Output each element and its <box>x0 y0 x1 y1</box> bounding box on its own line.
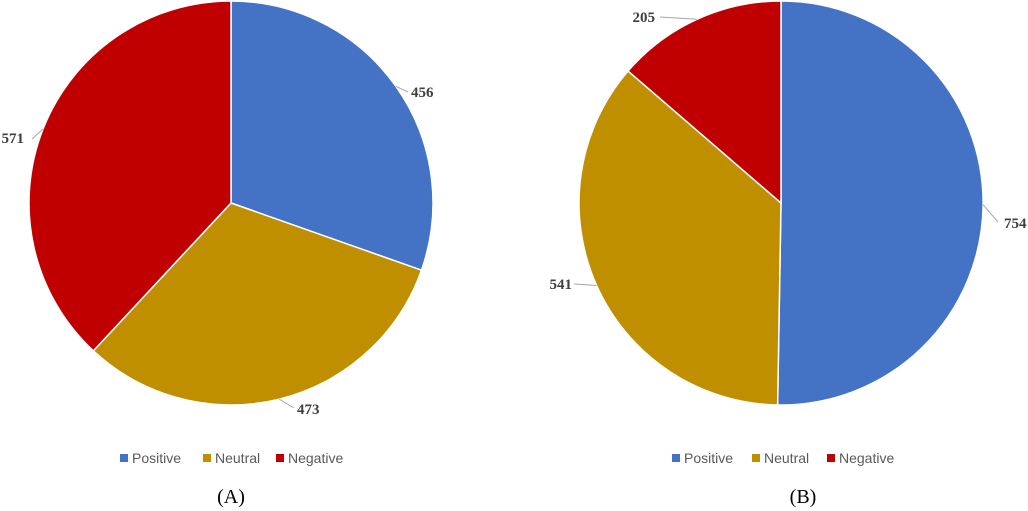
pie-a-legend-label-positive: Positive <box>132 450 181 466</box>
pie-a-leader-negative <box>31 128 44 140</box>
pie-a-leader-positive <box>395 85 409 93</box>
pie-b-legend-swatch-negative <box>827 454 835 462</box>
pie-b-slice-neutral <box>578 69 782 406</box>
pie-chart-a: 456 473 571 Positive Neutral Negative (A) <box>2 0 435 508</box>
pie-a-leader-lines <box>31 85 409 409</box>
pie-a-legend: Positive Neutral Negative <box>120 450 343 466</box>
pie-b-legend-swatch-neutral <box>752 454 760 462</box>
pie-a-legend-swatch-negative <box>276 454 284 462</box>
pie-b-label-negative: 205 <box>633 10 656 26</box>
pie-a-slices <box>28 0 434 406</box>
pie-a-slice-positive <box>230 0 434 272</box>
pie-b-slice-negative <box>627 0 782 205</box>
pie-a-legend-label-neutral: Neutral <box>215 450 260 466</box>
pie-b-label-positive: 754 <box>1004 216 1027 232</box>
pie-b-leader-negative <box>659 16 697 20</box>
pie-b-legend-label-neutral: Neutral <box>764 450 809 466</box>
pie-b-legend-swatch-positive <box>672 454 680 462</box>
pie-a-label-positive: 456 <box>411 85 434 101</box>
pie-b-caption: (B) <box>790 486 817 508</box>
pie-b-leader-neutral <box>573 283 597 286</box>
pie-b-leader-lines <box>573 16 999 286</box>
pie-a-legend-swatch-positive <box>120 454 128 462</box>
pie-a-data-labels: 456 473 571 <box>2 85 435 418</box>
pie-b-data-labels: 754 541 205 <box>550 10 1028 293</box>
pie-b-legend-label-positive: Positive <box>684 450 733 466</box>
pie-a-label-neutral: 473 <box>297 402 320 418</box>
pie-a-leader-neutral <box>278 398 295 409</box>
pie-a-label-negative: 571 <box>2 131 25 147</box>
pie-b-label-neutral: 541 <box>550 277 573 293</box>
pie-a-slice-negative <box>28 0 232 352</box>
pie-b-leader-positive <box>982 204 999 223</box>
pie-b-slices <box>578 0 984 406</box>
pie-b-legend: Positive Neutral Negative <box>672 450 894 466</box>
pie-a-legend-label-negative: Negative <box>288 450 343 466</box>
pie-b-legend-label-negative: Negative <box>839 450 894 466</box>
pie-a-slice-neutral <box>92 202 423 406</box>
pie-a-legend-swatch-neutral <box>203 454 211 462</box>
pie-b-slice-positive <box>776 0 984 406</box>
pie-chart-b: 754 541 205 Positive Neutral Negative (B) <box>550 0 1028 508</box>
pie-a-caption: (A) <box>217 486 245 508</box>
